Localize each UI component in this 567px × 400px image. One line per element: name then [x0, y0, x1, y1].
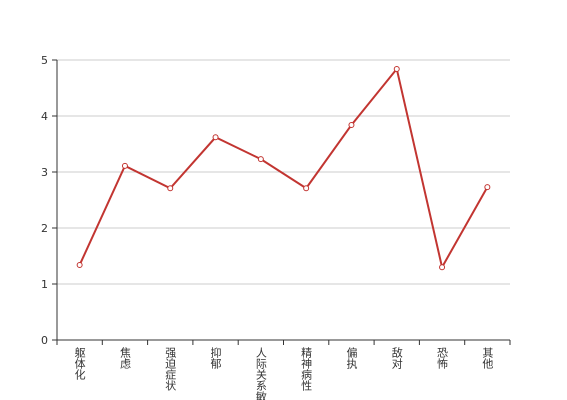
- x-tick-label: 强迫症状: [164, 347, 177, 391]
- x-tick-label: 恐怖: [436, 347, 449, 369]
- point: [439, 264, 446, 271]
- point: [212, 134, 219, 141]
- point: [393, 65, 400, 72]
- point: [76, 261, 83, 268]
- x-tick-label: 抑郁: [209, 346, 222, 369]
- y-tick-label: 1: [41, 278, 48, 291]
- y-tick-label: 5: [41, 54, 48, 67]
- point: [121, 162, 128, 169]
- x-tick-label: 其他: [481, 347, 494, 369]
- point: [484, 184, 491, 191]
- y-tick-label: 2: [41, 222, 48, 235]
- y-tick-label: 3: [41, 166, 48, 179]
- point: [167, 185, 174, 192]
- x-tick-label: 偏执: [345, 346, 358, 370]
- point: [257, 156, 264, 163]
- x-tick-label: 敌对: [390, 346, 403, 369]
- x-tick-label: 焦虑: [118, 347, 131, 369]
- point: [303, 185, 310, 192]
- x-tick-label: 躯体化: [73, 347, 86, 381]
- line: [78, 66, 489, 270]
- point: [348, 121, 355, 128]
- x-tick-label: 精神病性: [300, 347, 313, 392]
- x-tick-label: 人际关系敏感: [254, 347, 267, 400]
- y-tick-label: 0: [41, 334, 48, 347]
- y-tick-label: 4: [41, 110, 48, 123]
